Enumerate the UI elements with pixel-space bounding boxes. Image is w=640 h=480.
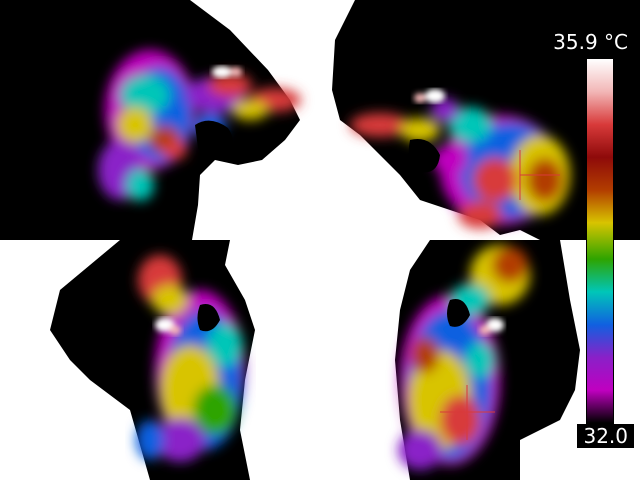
- scale-min-label: 32.0: [577, 424, 634, 448]
- scale-max-label: 35.9 °C: [547, 30, 634, 54]
- quadrant-bottom-left: [0, 240, 318, 480]
- heat-map-bottom-right: [398, 245, 530, 470]
- color-scale-bar: [586, 58, 614, 424]
- quadrant-top-right: [332, 0, 640, 240]
- quadrant-bottom-right: [322, 240, 640, 480]
- heat-map-top-right: [350, 98, 570, 229]
- quadrant-top-left: [0, 0, 301, 240]
